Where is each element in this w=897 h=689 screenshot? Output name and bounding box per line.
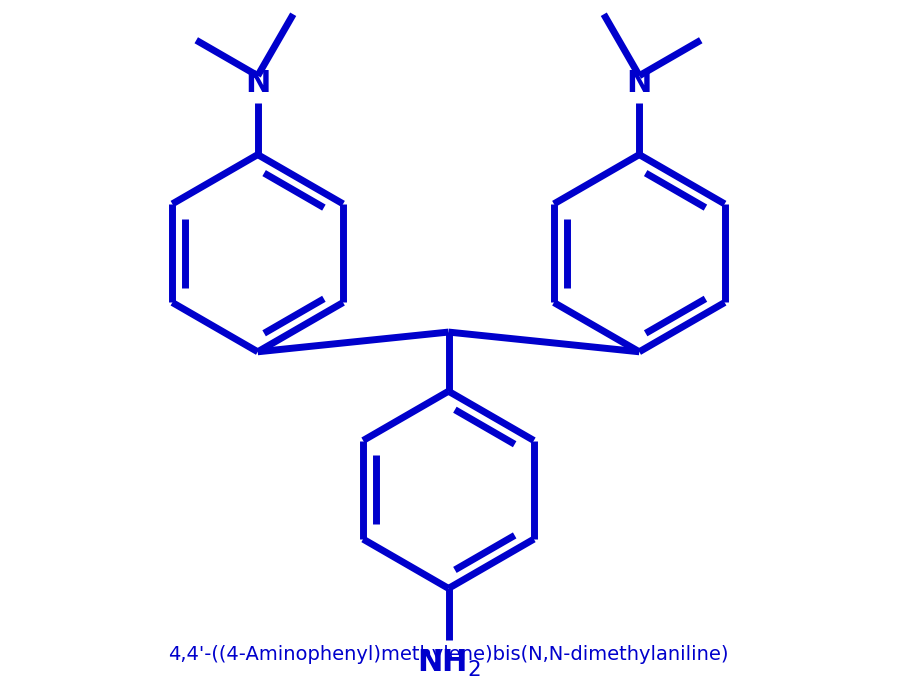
Text: N: N <box>627 70 652 99</box>
Text: NH$_2$: NH$_2$ <box>416 648 481 679</box>
Text: N: N <box>245 70 270 99</box>
Text: 4,4'-((4-Aminophenyl)methylene)bis(N,N-dimethylaniline): 4,4'-((4-Aminophenyl)methylene)bis(N,N-d… <box>169 645 728 664</box>
